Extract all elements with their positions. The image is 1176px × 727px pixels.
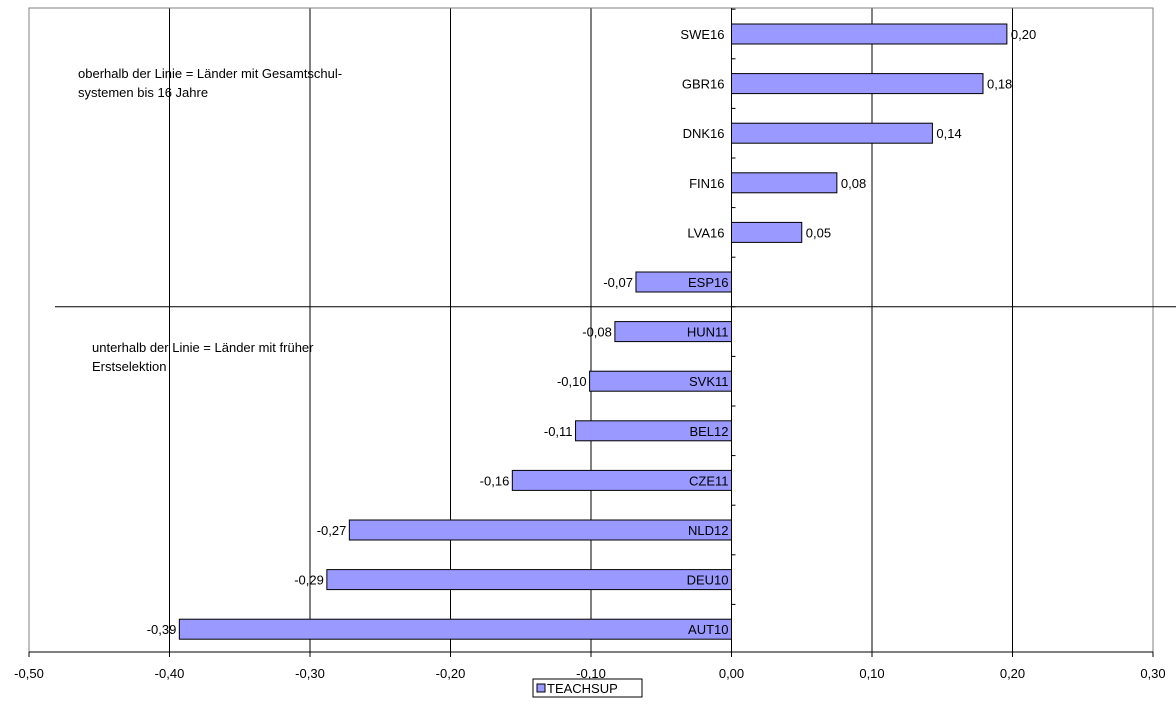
bar (326, 569, 732, 591)
category-label: DNK16 (683, 126, 725, 141)
data-label: -0,16 (480, 473, 510, 488)
bar (731, 23, 1008, 45)
x-tick-label: 0,30 (1140, 666, 1165, 681)
annotation-below-text: unterhalb der Linie = Länder mit früher … (92, 340, 314, 374)
category-label: SVK11 (689, 374, 729, 389)
x-tick-label: -0,20 (436, 666, 466, 681)
x-tick-label: -0,40 (155, 666, 185, 681)
legend: TEACHSUP (532, 678, 643, 698)
annotation-above-text: oberhalb der Linie = Länder mit Gesamtsc… (78, 66, 343, 100)
category-label: AUT10 (688, 622, 728, 637)
category-label: CZE11 (689, 473, 729, 488)
category-label: GBR16 (682, 77, 725, 92)
category-label: BEL12 (689, 424, 728, 439)
category-label: NLD12 (688, 523, 728, 538)
data-label: 0,05 (806, 225, 831, 240)
annotation-below: unterhalb der Linie = Länder mit früher … (92, 338, 314, 376)
data-label: 0,20 (1011, 27, 1036, 42)
x-tick-label: -0,30 (295, 666, 325, 681)
category-label: ESP16 (688, 275, 728, 290)
bar (348, 519, 732, 541)
x-tick-label: -0,50 (14, 666, 44, 681)
category-label: SWE16 (680, 27, 724, 42)
legend-label: TEACHSUP (547, 681, 618, 696)
bar (731, 221, 803, 243)
data-label: 0,14 (936, 126, 961, 141)
bar (731, 73, 984, 95)
data-label: 0,08 (841, 176, 866, 191)
x-tick-label: 0,00 (719, 666, 744, 681)
data-label: 0,18 (987, 77, 1012, 92)
x-tick-label: 0,10 (859, 666, 884, 681)
data-label: -0,10 (557, 374, 587, 389)
category-label: LVA16 (687, 225, 724, 240)
category-label: FIN16 (689, 176, 724, 191)
data-label: -0,07 (603, 275, 633, 290)
legend-box (532, 678, 643, 698)
annotation-above: oberhalb der Linie = Länder mit Gesamtsc… (78, 64, 342, 102)
x-tick-label: -0,10 (576, 666, 606, 681)
bar (178, 618, 732, 640)
legend-swatch (536, 683, 546, 693)
data-label: -0,27 (317, 523, 347, 538)
bar (731, 172, 838, 194)
data-label: -0,08 (582, 325, 612, 340)
data-label: -0,11 (544, 424, 573, 439)
category-label: DEU10 (687, 573, 729, 588)
bar (731, 122, 933, 144)
data-label: -0,39 (147, 622, 177, 637)
data-label: -0,29 (294, 573, 324, 588)
category-label: HUN11 (687, 325, 729, 340)
x-tick-label: 0,20 (1000, 666, 1025, 681)
